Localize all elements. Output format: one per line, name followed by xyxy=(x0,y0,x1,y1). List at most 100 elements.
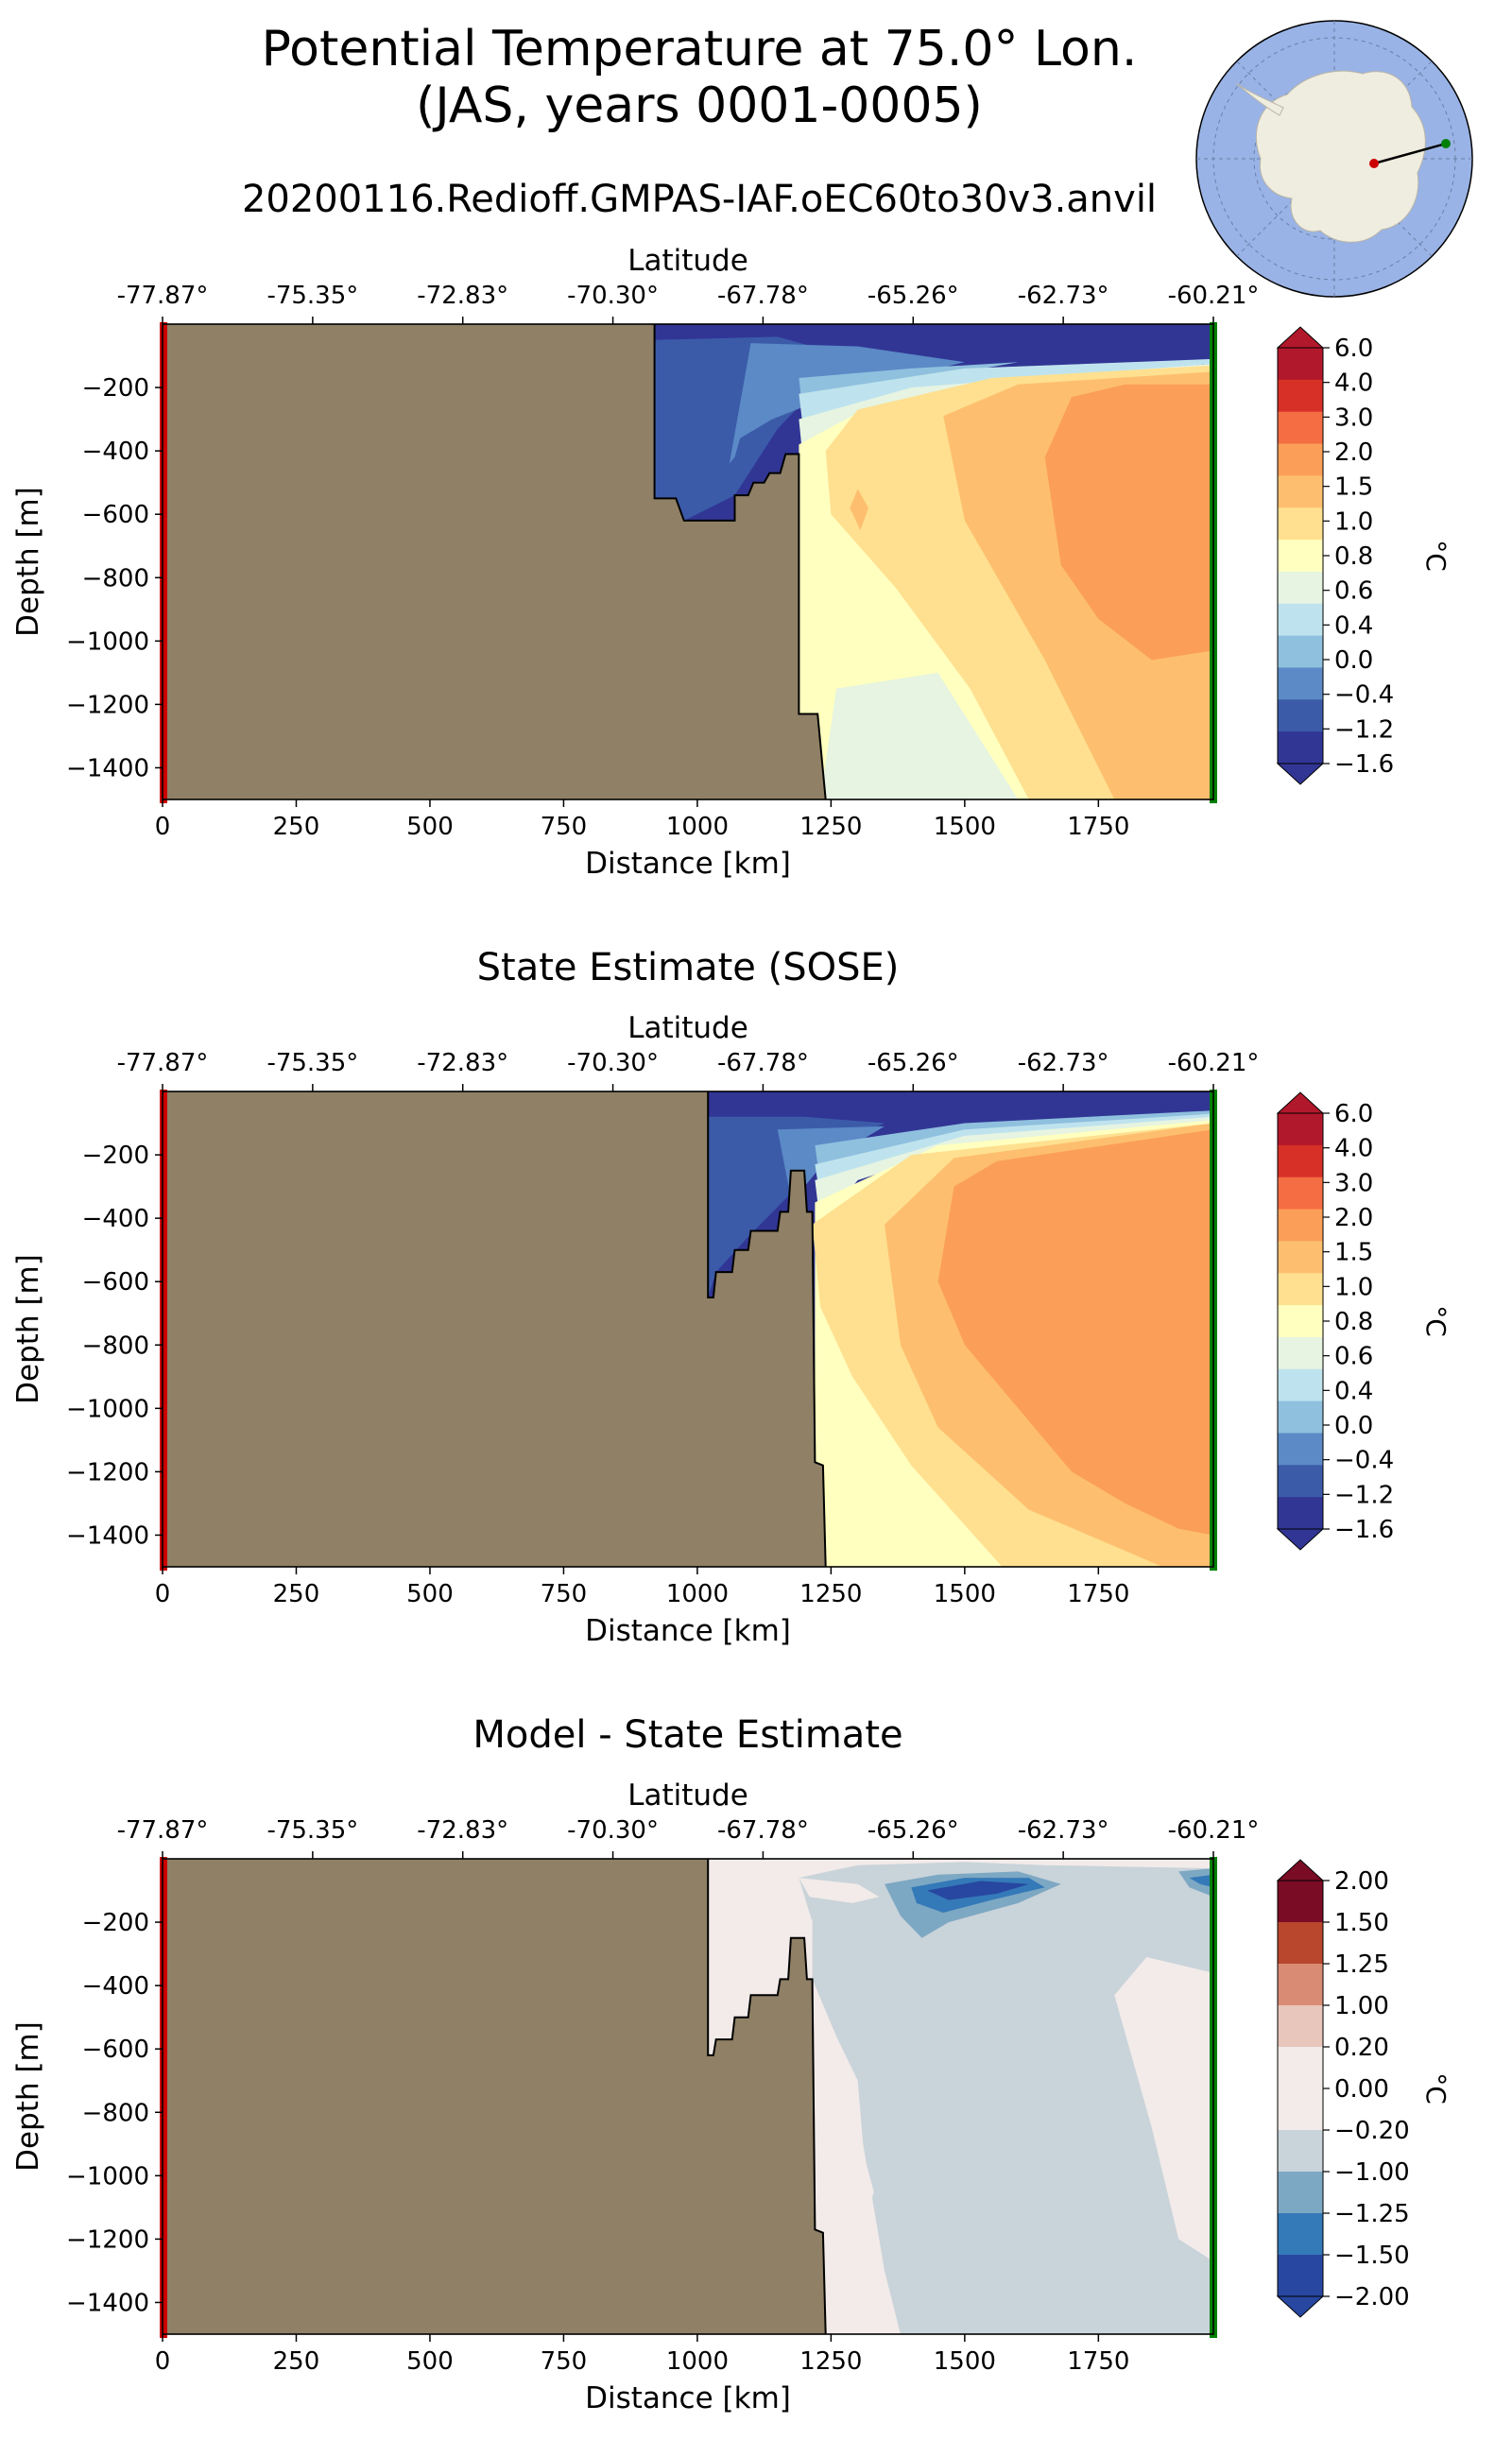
contour-band xyxy=(799,1878,880,1903)
top-tick-label: -62.73° xyxy=(1018,1049,1109,1077)
land-mask xyxy=(163,1859,826,2334)
colorbar-tick-label: −0.4 xyxy=(1334,681,1394,710)
colorbar-segment xyxy=(1278,1881,1323,1923)
y-tick-label: −1200 xyxy=(66,1458,149,1486)
plot-frame xyxy=(162,1858,1214,2335)
y-tick-label: −400 xyxy=(82,1205,149,1233)
transect-start-marker xyxy=(160,1090,167,1571)
colorbar-segment xyxy=(1278,1368,1323,1402)
x-tick-label: 1500 xyxy=(934,1580,996,1608)
x-tick-label: 1750 xyxy=(1067,813,1129,841)
top-axis-label: Latitude xyxy=(627,1011,748,1045)
x-tick-label: 0 xyxy=(155,1580,171,1608)
colorbar-extend-bottom xyxy=(1276,2295,1325,2318)
plot-area xyxy=(163,1859,1213,2334)
colorbar-tick-label: 1.0 xyxy=(1334,1273,1373,1301)
colorbar-tick-label: 0.4 xyxy=(1334,611,1373,640)
colorbar-tick-label: −1.2 xyxy=(1334,715,1394,744)
colorbar-segment xyxy=(1278,2005,1323,2048)
land-mask xyxy=(163,1091,826,1567)
contour-band xyxy=(825,365,1213,799)
contour-band xyxy=(815,1113,1213,1199)
y-tick-label: −600 xyxy=(82,501,149,529)
contour-band xyxy=(777,1125,885,1212)
x-tick-label: 1000 xyxy=(666,813,729,841)
top-tick-label: -75.35° xyxy=(266,1049,358,1077)
antarctica-landmass xyxy=(1255,70,1426,243)
top-tick-label: -72.83° xyxy=(417,1049,508,1077)
colorbar-segment xyxy=(1278,1497,1323,1530)
colorbar-segment xyxy=(1278,1964,1323,2006)
colorbar-segment xyxy=(1278,507,1323,541)
x-tick-label: 1750 xyxy=(1067,1580,1129,1608)
x-tick-label: 1250 xyxy=(799,813,862,841)
top-tick-label: -67.78° xyxy=(717,1816,809,1845)
y-tick-label: −800 xyxy=(82,1332,149,1360)
x-tick-label: 0 xyxy=(155,813,171,841)
contour-band xyxy=(1178,1868,1213,1898)
colorbar-segment xyxy=(1278,571,1323,605)
colorbar-tick-label: 0.20 xyxy=(1334,2034,1389,2062)
top-tick-label: -72.83° xyxy=(417,1816,508,1845)
colorbar-segment xyxy=(1278,1465,1323,1498)
x-tick-label: 750 xyxy=(541,1580,588,1608)
y-tick-label: −200 xyxy=(82,1909,149,1937)
transect-end-marker xyxy=(1210,322,1217,803)
top-tick-label: -70.30° xyxy=(567,282,659,310)
contour-band xyxy=(708,1116,885,1297)
figure-title-line1: Potential Temperature at 75.0° Lon. xyxy=(261,21,1138,77)
bathymetry-outline xyxy=(653,324,827,799)
contour-band xyxy=(799,365,1213,799)
x-tick-label: 1000 xyxy=(666,2347,729,2376)
plot-frame xyxy=(162,323,1214,800)
inset-transect-line xyxy=(1373,142,1447,165)
colorbar-segment xyxy=(1278,443,1323,476)
top-tick-label: -67.78° xyxy=(717,1049,809,1077)
colorbar-segment xyxy=(1278,1113,1323,1146)
colorbar-tick-label: 6.0 xyxy=(1334,335,1373,363)
panel-title: Model - State Estimate xyxy=(472,1713,902,1757)
colorbar-tick-label: 0.6 xyxy=(1334,1343,1373,1371)
contour-band xyxy=(654,336,858,521)
top-tick-label: -65.26° xyxy=(868,1049,959,1077)
colorbar-tick-label: 0.8 xyxy=(1334,542,1373,571)
contour-band xyxy=(885,1123,1213,1567)
x-tick-label: 250 xyxy=(273,2347,320,2376)
colorbar-tick-label: 0.4 xyxy=(1334,1377,1373,1405)
top-tick-label: -60.21° xyxy=(1168,1816,1260,1845)
colorbar-tick-label: 0.0 xyxy=(1334,1412,1373,1440)
colorbar-tick-label: 4.0 xyxy=(1334,1135,1373,1163)
colorbar-segment xyxy=(1278,1273,1323,1306)
y-tick-label: −200 xyxy=(82,374,149,403)
x-tick-label: 500 xyxy=(406,813,454,841)
transect-start-marker xyxy=(160,1857,167,2338)
colorbar-frame xyxy=(1277,1112,1324,1530)
contour-band xyxy=(708,1091,1213,1225)
y-tick-label: −1200 xyxy=(66,2225,149,2254)
contour-band xyxy=(850,489,868,530)
contour-band xyxy=(1189,1874,1213,1888)
plot-area xyxy=(163,324,1213,799)
contour-band xyxy=(815,1110,1213,1184)
colorbar-tick-label: 1.00 xyxy=(1334,1992,1389,2020)
y-tick-label: −1400 xyxy=(66,2289,149,2317)
colorbar-segment xyxy=(1278,699,1323,732)
panel-1: 0 250 500 750 1000 1250 1500 1750 Distance [km] −… xyxy=(11,244,1452,881)
colorbar-label: °C xyxy=(1420,540,1452,572)
colorbar-tick-label: 1.5 xyxy=(1334,1239,1373,1267)
contour-band xyxy=(831,2080,874,2271)
top-tick-label: -62.73° xyxy=(1018,1816,1109,1845)
contour-band xyxy=(799,362,1019,426)
colorbar-segment xyxy=(1278,2130,1323,2173)
run-name: 20200116.Redioff.GMPAS-IAF.oEC60to30v3.a… xyxy=(241,178,1158,221)
colorbar-tick-label: −1.2 xyxy=(1334,1481,1394,1509)
colorbar: 6.0 4.0 3.0 2.0 1.5 1.0 0.8 0.6 0.4 0.0 −0.4 −1.2 −1… xyxy=(1276,1091,1452,1551)
top-tick-label: -75.35° xyxy=(266,1816,358,1845)
colorbar: 6.0 4.0 3.0 2.0 1.5 1.0 0.8 0.6 0.4 0.0 −0.4 −1.2 −1… xyxy=(1276,326,1452,785)
contour-band xyxy=(799,363,1213,473)
colorbar-segment xyxy=(1278,540,1323,573)
bathymetry-outline xyxy=(707,1859,827,2334)
colorbar-segment xyxy=(1278,2088,1323,2131)
top-tick-label: -70.30° xyxy=(567,1049,659,1077)
